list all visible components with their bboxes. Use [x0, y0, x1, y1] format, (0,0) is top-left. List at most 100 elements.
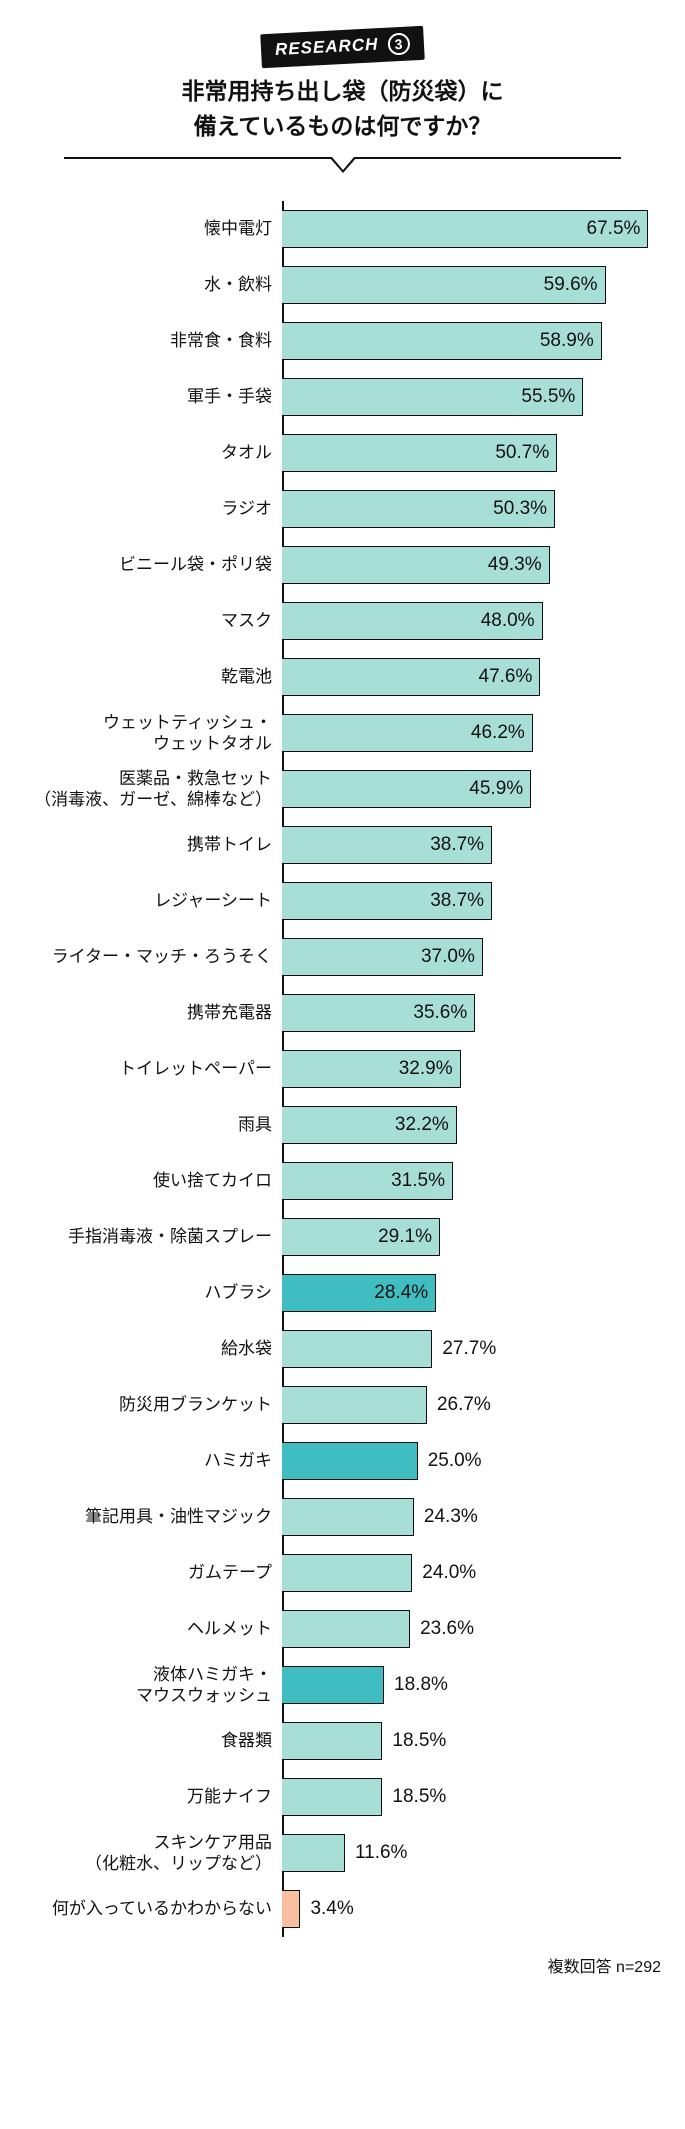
bar-cell: 48.0%	[282, 593, 661, 649]
bar-value: 23.6%	[420, 1618, 474, 1640]
bar-label: トイレットペーパー	[24, 1041, 282, 1097]
bar-value: 47.6%	[479, 666, 533, 688]
bar-value: 32.9%	[399, 1058, 453, 1080]
bar-cell: 28.4%	[282, 1265, 661, 1321]
bar-value: 28.4%	[374, 1282, 428, 1304]
bar-value: 48.0%	[481, 610, 535, 632]
bar-cell: 18.5%	[282, 1713, 661, 1769]
bar-label: 手指消毒液・除菌スプレー	[24, 1209, 282, 1265]
bar-value: 3.4%	[310, 1898, 353, 1920]
bar-cell: 27.7%	[282, 1321, 661, 1377]
bar-cell: 38.7%	[282, 873, 661, 929]
bar-label: ハミガキ	[24, 1433, 282, 1489]
bar-cell: 18.8%	[282, 1657, 661, 1713]
bar-value: 49.3%	[488, 554, 542, 576]
bar-value: 58.9%	[540, 330, 594, 352]
bar-value: 29.1%	[378, 1226, 432, 1248]
bar-label: 液体ハミガキ・マウスウォッシュ	[24, 1657, 282, 1713]
bar-label: 万能ナイフ	[24, 1769, 282, 1825]
bar-label: ハブラシ	[24, 1265, 282, 1321]
bar-label: 使い捨てカイロ	[24, 1153, 282, 1209]
bar	[282, 1722, 382, 1760]
bar-value: 11.6%	[355, 1842, 407, 1864]
bar-label: 何が入っているかわからない	[24, 1881, 282, 1937]
bar-label: 携帯充電器	[24, 985, 282, 1041]
bar-cell: 50.3%	[282, 481, 661, 537]
bar-value: 55.5%	[521, 386, 575, 408]
bar-label: 非常食・食料	[24, 313, 282, 369]
badge-text: RESEARCH	[274, 35, 378, 59]
bar-value: 46.2%	[471, 722, 525, 744]
bar-label: 防災用ブランケット	[24, 1377, 282, 1433]
bar-label: ビニール袋・ポリ袋	[24, 537, 282, 593]
bar-cell: 18.5%	[282, 1769, 661, 1825]
bar-label: 雨具	[24, 1097, 282, 1153]
title-line-2: 備えているものは何ですか？	[194, 113, 492, 139]
title-line-1: 非常用持ち出し袋（防災袋）に	[182, 78, 504, 104]
bar-value: 25.0%	[428, 1450, 482, 1472]
bar-cell: 67.5%	[282, 201, 661, 257]
bar-value: 37.0%	[421, 946, 475, 968]
bar-label: 水・飲料	[24, 257, 282, 313]
bar-cell: 58.9%	[282, 313, 661, 369]
bar-cell: 45.9%	[282, 761, 661, 817]
bar	[282, 1554, 412, 1592]
bar-label: 懐中電灯	[24, 201, 282, 257]
bar-label: 医薬品・救急セット（消毒液、ガーゼ、綿棒など）	[24, 761, 282, 817]
bar-cell: 32.9%	[282, 1041, 661, 1097]
bar-label: ライター・マッチ・ろうそく	[24, 929, 282, 985]
bar-value: 50.3%	[493, 498, 547, 520]
research-badge: RESEARCH 3	[260, 26, 425, 68]
bar-label: 筆記用具・油性マジック	[24, 1489, 282, 1545]
bar-label: ラジオ	[24, 481, 282, 537]
bar-label: スキンケア用品（化粧水、リップなど）	[24, 1825, 282, 1881]
bar-cell: 32.2%	[282, 1097, 661, 1153]
bar-cell: 31.5%	[282, 1153, 661, 1209]
bar-value: 45.9%	[469, 778, 523, 800]
bar-label: タオル	[24, 425, 282, 481]
bar-cell: 37.0%	[282, 929, 661, 985]
bar-value: 59.6%	[544, 274, 598, 296]
chart-container: RESEARCH 3 非常用持ち出し袋（防災袋）に 備えているものは何ですか？ …	[0, 0, 685, 1997]
bar-label: 乾電池	[24, 649, 282, 705]
bar-cell: 29.1%	[282, 1209, 661, 1265]
bar-label: ガムテープ	[24, 1545, 282, 1601]
bar-cell: 26.7%	[282, 1377, 661, 1433]
bar-label: マスク	[24, 593, 282, 649]
bar-value: 32.2%	[395, 1114, 449, 1136]
bar-cell: 59.6%	[282, 257, 661, 313]
bar-value: 24.0%	[422, 1562, 476, 1584]
bar-cell: 47.6%	[282, 649, 661, 705]
bar	[282, 1610, 410, 1648]
bar-cell: 38.7%	[282, 817, 661, 873]
bar-value: 67.5%	[587, 218, 641, 240]
bar-value: 18.5%	[392, 1730, 446, 1752]
bar-cell: 50.7%	[282, 425, 661, 481]
bar-cell: 11.6%	[282, 1825, 661, 1881]
bar-label: ウェットティッシュ・ウェットタオル	[24, 705, 282, 761]
bar-value: 38.7%	[430, 890, 484, 912]
bar-label: レジャーシート	[24, 873, 282, 929]
badge-wrap: RESEARCH 3	[24, 30, 661, 64]
bar-value: 18.8%	[394, 1674, 448, 1696]
bar-cell: 24.0%	[282, 1545, 661, 1601]
bar-cell: 49.3%	[282, 537, 661, 593]
bar	[282, 1834, 345, 1872]
bar-value: 26.7%	[437, 1394, 491, 1416]
title-divider	[24, 157, 661, 181]
bar-cell: 25.0%	[282, 1433, 661, 1489]
bar-value: 18.5%	[392, 1786, 446, 1808]
bar	[282, 1330, 432, 1368]
bar	[282, 1778, 382, 1816]
bar-cell: 55.5%	[282, 369, 661, 425]
bar-cell: 46.2%	[282, 705, 661, 761]
bar-value: 38.7%	[430, 834, 484, 856]
bar-value: 31.5%	[391, 1170, 445, 1192]
bar-value: 24.3%	[424, 1506, 478, 1528]
bar-value: 27.7%	[442, 1338, 496, 1360]
bar	[282, 1498, 414, 1536]
bar-cell: 23.6%	[282, 1601, 661, 1657]
bar	[282, 1442, 418, 1480]
chart-footer: 複数回答 n=292	[24, 1953, 661, 1977]
bar-label: 携帯トイレ	[24, 817, 282, 873]
